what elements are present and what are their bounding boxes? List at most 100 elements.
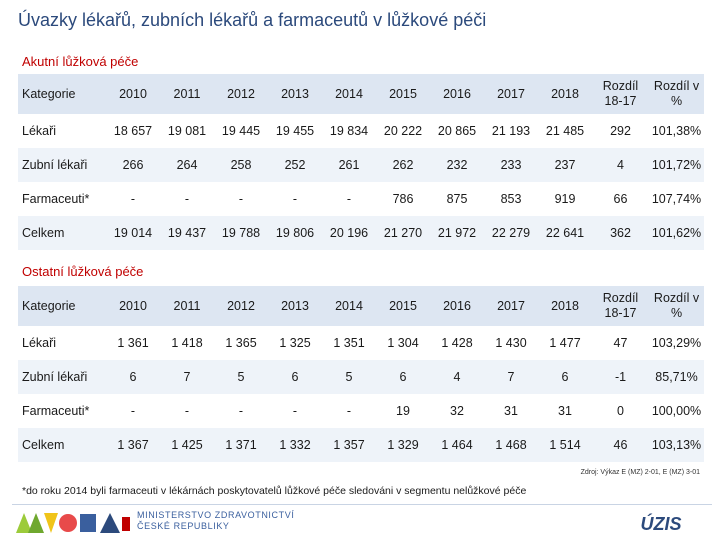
cell: 66 xyxy=(613,192,628,206)
cell: 1 365 xyxy=(225,336,257,350)
cell: 875 xyxy=(446,192,468,206)
cell: 4 xyxy=(430,360,484,394)
cell: 1 332 xyxy=(268,428,322,462)
table-row: Celkem 1 367 1 425 1 371 1 332 1 357 1 3… xyxy=(18,428,704,462)
cell: 19 834 xyxy=(329,124,369,138)
source-note: Zdroj: Výkaz E (MZ) 2-01, E (MZ) 3-01 xyxy=(580,469,700,476)
cell: 107,74% xyxy=(651,192,702,206)
cell: - xyxy=(238,404,244,418)
cell: - xyxy=(130,192,136,206)
cell: 5 xyxy=(214,360,268,394)
cell: 19 455 xyxy=(275,124,315,138)
cell: 101,38% xyxy=(651,124,702,138)
cell: 1 367 xyxy=(106,428,160,462)
cell: 7 xyxy=(160,360,214,394)
cell: 46 xyxy=(592,428,649,462)
cell: 1 514 xyxy=(538,428,592,462)
header-2010: 2010 xyxy=(119,86,147,101)
other-care-table: Kategorie 2010 2011 2012 2013 2014 2015 … xyxy=(18,286,704,462)
ministry-line-2: ČESKÉ REPUBLIKY xyxy=(137,521,230,531)
footer-divider xyxy=(12,504,712,505)
cell: 20 865 xyxy=(437,124,477,138)
acute-care-table: Kategorie 2010 2011 2012 2013 2014 2015 … xyxy=(18,74,704,250)
header-2015: 2015 xyxy=(389,86,417,101)
cell: - xyxy=(292,404,298,418)
cell: 264 xyxy=(160,148,214,182)
cell: 786 xyxy=(392,192,414,206)
cell: 1 371 xyxy=(214,428,268,462)
cell: 1 428 xyxy=(441,336,473,350)
cell: 21 270 xyxy=(376,216,430,250)
cell: 22 279 xyxy=(484,216,538,250)
table-row: Farmaceuti* - - - - - 19 32 31 31 0 100,… xyxy=(18,394,704,428)
table-row: Farmaceuti* - - - - - 786 875 853 919 66… xyxy=(18,182,704,216)
cell: 919 xyxy=(554,192,576,206)
table-row: Lékaři 18 657 19 081 19 445 19 455 19 83… xyxy=(18,114,704,148)
cell: 1 351 xyxy=(333,336,365,350)
header-2012: 2012 xyxy=(227,86,255,101)
cell: 4 xyxy=(592,148,649,182)
cell: 1 361 xyxy=(117,336,149,350)
cell: 853 xyxy=(500,192,522,206)
header-2014: 2014 xyxy=(335,86,363,101)
page-title: Úvazky lékařů, zubních lékařů a farmaceu… xyxy=(18,10,487,30)
cell: 19 xyxy=(396,404,410,418)
cell: 362 xyxy=(592,216,649,250)
cell: 103,29% xyxy=(651,336,702,350)
cell: 100,00% xyxy=(651,404,702,418)
cell: 103,13% xyxy=(649,428,704,462)
cell: 1 425 xyxy=(160,428,214,462)
cell: 232 xyxy=(430,148,484,182)
cell: - xyxy=(346,192,352,206)
cell: 262 xyxy=(376,148,430,182)
cell: 6 xyxy=(376,360,430,394)
cell: 19 788 xyxy=(214,216,268,250)
header-2017: 2017 xyxy=(497,298,525,313)
row-label: Lékaři xyxy=(22,124,57,138)
table-row: Celkem 19 014 19 437 19 788 19 806 20 19… xyxy=(18,216,704,250)
header-diff-percent: Rozdíl v % xyxy=(653,79,700,108)
cell: 22 641 xyxy=(538,216,592,250)
cell: 19 445 xyxy=(221,124,261,138)
row-label: Zubní lékaři xyxy=(18,148,106,182)
cell: 1 357 xyxy=(322,428,376,462)
cell: 21 485 xyxy=(545,124,585,138)
cell: 6 xyxy=(538,360,592,394)
table-row: Zubní lékaři 6 7 5 6 5 6 4 7 6 -1 85,71% xyxy=(18,360,704,394)
row-label: Lékaři xyxy=(22,336,57,350)
table-row: Lékaři 1 361 1 418 1 365 1 325 1 351 1 3… xyxy=(18,326,704,360)
cell: - xyxy=(184,404,190,418)
cell: 19 806 xyxy=(268,216,322,250)
cell: 0 xyxy=(617,404,624,418)
cell: 20 222 xyxy=(383,124,423,138)
header-2011: 2011 xyxy=(173,298,201,313)
header-category: Kategorie xyxy=(22,298,76,313)
cell: - xyxy=(238,192,244,206)
cell: 266 xyxy=(106,148,160,182)
cell: 32 xyxy=(450,404,464,418)
cell: - xyxy=(346,404,352,418)
cell: 31 xyxy=(558,404,572,418)
cell: 47 xyxy=(613,336,628,350)
cell: 6 xyxy=(106,360,160,394)
header-2012: 2012 xyxy=(227,298,255,313)
ministry-logo-icon xyxy=(16,513,130,533)
cell: 101,72% xyxy=(649,148,704,182)
header-2017: 2017 xyxy=(497,86,525,101)
cell: 85,71% xyxy=(649,360,704,394)
cell: 1 430 xyxy=(495,336,527,350)
header-2013: 2013 xyxy=(281,86,309,101)
ministry-line-1: MINISTERSTVO ZDRAVOTNICTVÍ xyxy=(137,510,295,520)
cell: 19 081 xyxy=(167,124,207,138)
cell: -1 xyxy=(592,360,649,394)
cell: 292 xyxy=(610,124,631,138)
header-2016: 2016 xyxy=(443,86,471,101)
header-diff-18-17: Rozdíl 18-17 xyxy=(602,291,639,320)
cell: 21 972 xyxy=(430,216,484,250)
cell: 7 xyxy=(484,360,538,394)
table-header-row: Kategorie 2010 2011 2012 2013 2014 2015 … xyxy=(18,74,704,114)
cell: 6 xyxy=(268,360,322,394)
header-2016: 2016 xyxy=(443,298,471,313)
row-label: Farmaceuti* xyxy=(22,192,90,206)
cell: 1 304 xyxy=(387,336,419,350)
